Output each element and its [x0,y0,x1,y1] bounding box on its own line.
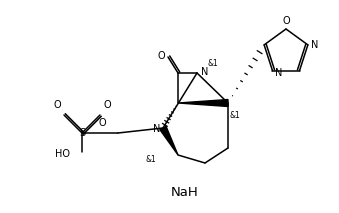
Text: O: O [53,100,61,110]
Text: NaH: NaH [171,186,199,199]
Text: &1: &1 [230,111,241,119]
Polygon shape [160,126,178,155]
Text: HO: HO [55,149,70,159]
Text: N: N [153,124,160,134]
Text: O: O [103,100,111,110]
Text: O: O [282,16,290,26]
Text: &1: &1 [145,155,156,164]
Text: N: N [311,40,318,50]
Text: N: N [276,68,283,78]
Text: O: O [98,118,106,128]
Text: &1: &1 [207,59,218,68]
Text: O: O [157,51,165,61]
Text: S: S [79,128,85,138]
Text: N: N [201,67,208,77]
Polygon shape [178,99,228,106]
